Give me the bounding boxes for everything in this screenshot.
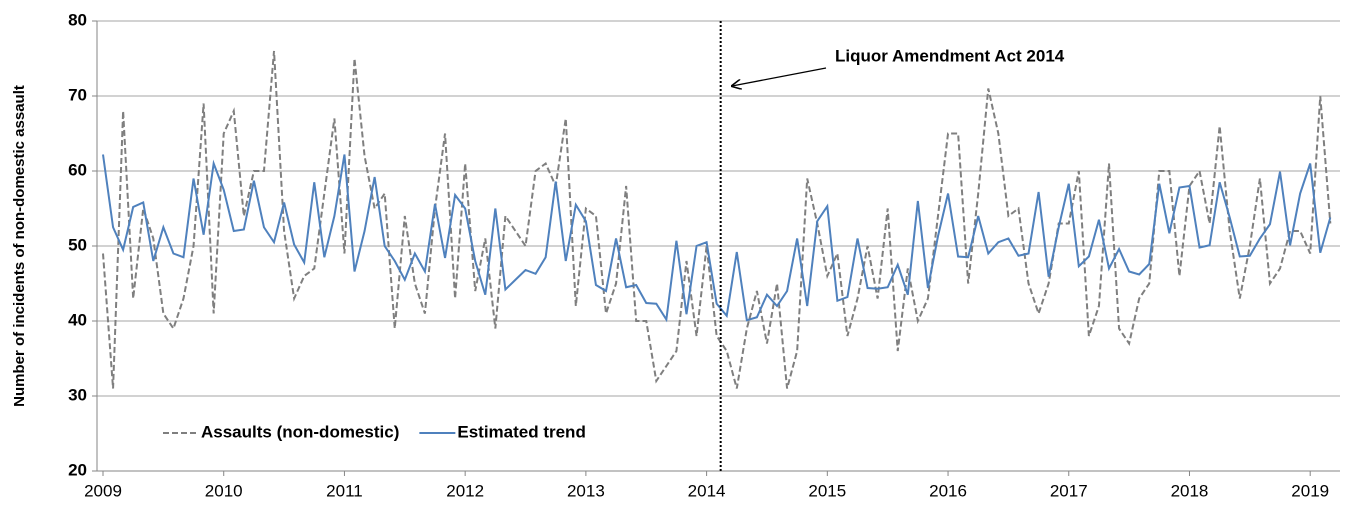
x-tick-label: 2014 xyxy=(688,481,726,500)
legend-label: Estimated trend xyxy=(457,422,585,441)
x-tick-label: 2018 xyxy=(1171,481,1209,500)
y-tick-label: 70 xyxy=(68,85,87,104)
annotation: Liquor Amendment Act 2014 xyxy=(835,46,1065,65)
y-tick-label: 30 xyxy=(68,385,87,404)
x-tick-label: 2009 xyxy=(84,481,122,500)
x-tick-label: 2015 xyxy=(808,481,846,500)
x-tick-label: 2019 xyxy=(1291,481,1329,500)
y-tick-label: 40 xyxy=(68,310,87,329)
x-tick-label: 2013 xyxy=(567,481,605,500)
y-axis-label: Number of incidents of non-domestic assa… xyxy=(11,85,28,407)
annotation-arrow xyxy=(732,67,827,86)
series-line xyxy=(102,50,1332,389)
series-line xyxy=(102,154,1332,323)
x-tick-label: 2010 xyxy=(205,481,243,500)
x-tick-label: 2017 xyxy=(1050,481,1088,500)
x-tick-label: 2016 xyxy=(929,481,967,500)
legend-label: Assaults (non-domestic) xyxy=(201,422,399,441)
x-tick-label: 2011 xyxy=(326,481,363,500)
x-tick-label: 2012 xyxy=(446,481,484,500)
y-tick-label: 20 xyxy=(68,460,87,479)
y-tick-label: 50 xyxy=(68,235,87,254)
y-tick-label: 80 xyxy=(68,10,87,29)
y-tick-label: 60 xyxy=(68,160,87,179)
